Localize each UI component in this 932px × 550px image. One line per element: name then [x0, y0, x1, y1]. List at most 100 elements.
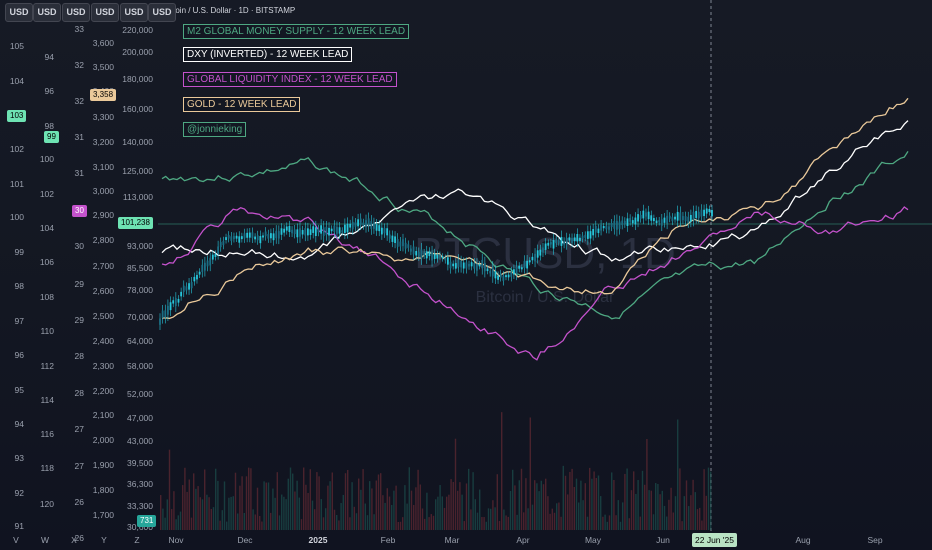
legend-author: @jonnieking	[183, 122, 247, 137]
btc-candle	[526, 260, 529, 269]
volume-bar	[300, 519, 303, 530]
currency-button-3[interactable]: USD	[91, 3, 119, 22]
price-badge: 101,238	[118, 217, 153, 229]
volume-bar	[340, 503, 342, 530]
volume-bar	[397, 521, 399, 530]
volume-bar	[285, 499, 287, 530]
volume-bar	[331, 472, 333, 530]
volume-bar	[639, 516, 641, 530]
btc-candle	[671, 217, 674, 222]
volume-bar	[307, 492, 309, 530]
col3-tick-7: 2,900	[93, 210, 115, 220]
volume-bar	[536, 483, 538, 530]
volume-bar	[366, 515, 369, 530]
volume-bar	[690, 495, 692, 530]
col1-tick-0: 105	[10, 41, 24, 51]
volume-bar	[355, 513, 358, 530]
volume-bar	[509, 490, 512, 530]
volume-bar	[661, 490, 663, 530]
volume-bar	[217, 480, 219, 530]
currency-button-1[interactable]: USD	[33, 3, 61, 22]
btc-candle	[555, 239, 558, 244]
btc-candle	[425, 251, 428, 259]
col2-tick-7: 108	[40, 292, 54, 302]
volume-bar	[520, 468, 523, 530]
col4-tick-6: 30	[75, 241, 85, 251]
btc-candle	[642, 210, 645, 219]
price-tick-20: 30,600	[127, 522, 153, 532]
btc-candle	[497, 275, 499, 280]
btc-candle	[259, 236, 262, 244]
volume-bar	[263, 481, 265, 530]
col4-tick-12: 27	[75, 461, 85, 471]
col1-tick-3: 102	[10, 144, 24, 154]
btc-candle	[180, 291, 183, 297]
btc-candle	[402, 239, 404, 247]
volume-bar	[259, 516, 261, 530]
volume-bar	[670, 487, 672, 530]
price-tick-8: 93,000	[127, 241, 153, 251]
btc-candle	[201, 264, 204, 272]
btc-candle	[394, 236, 396, 243]
col1-tick-4: 101	[10, 179, 24, 189]
btc-candle	[626, 218, 629, 227]
btc-candle	[270, 233, 272, 239]
btc-candle	[410, 248, 412, 252]
volume-bar	[672, 512, 674, 530]
btc-candle	[203, 262, 206, 271]
volume-bar	[239, 485, 241, 530]
currency-button-4[interactable]: USD	[120, 3, 148, 22]
btc-candle	[256, 235, 259, 241]
volume-bar	[542, 484, 545, 530]
volume-bar	[443, 507, 446, 530]
volume-bar	[692, 479, 694, 530]
volume-bar	[703, 469, 705, 530]
col3-tick-10: 2,600	[93, 286, 115, 296]
btc-candle	[639, 214, 642, 219]
btc-candle	[296, 229, 299, 238]
price-tick-5: 125,000	[122, 166, 153, 176]
btc-candle	[581, 235, 584, 239]
btc-candle	[476, 263, 478, 271]
btc-candle	[531, 256, 534, 261]
btc-candle	[483, 262, 486, 272]
btc-candle	[618, 221, 621, 229]
volume-bar	[608, 515, 611, 530]
volume-bar	[184, 467, 186, 530]
volume-bar	[501, 412, 503, 530]
price-tick-0: 220,000	[122, 25, 153, 35]
col3-tick-17: 1,900	[93, 460, 115, 470]
btc-candle	[652, 218, 655, 222]
col2-tick-13: 120	[40, 499, 54, 509]
volume-bar	[364, 503, 366, 530]
btc-candle	[663, 217, 666, 223]
price-tick-2: 180,000	[122, 74, 153, 84]
col4-tick-9: 28	[75, 351, 85, 361]
currency-button-5[interactable]: USD	[148, 3, 176, 22]
col4-tick-3: 31	[75, 132, 85, 142]
volume-bar	[650, 490, 652, 530]
volume-bar	[611, 472, 613, 530]
volume-bar	[375, 480, 377, 530]
btc-candle	[605, 225, 608, 230]
volume-bar	[685, 480, 688, 530]
btc-candle	[534, 253, 536, 262]
volume-bar	[204, 469, 206, 530]
btc-candle	[370, 221, 373, 229]
currency-button-2[interactable]: USD	[62, 3, 90, 22]
volume-bar	[419, 484, 421, 530]
btc-candle	[499, 273, 502, 278]
bottom-letter-2: X	[71, 535, 77, 545]
btc-candle	[246, 232, 249, 238]
volume-bar	[496, 474, 498, 530]
currency-button-0[interactable]: USD	[5, 3, 33, 22]
btc-candle	[182, 285, 185, 292]
volume-bar	[210, 508, 212, 530]
volume-bar	[558, 502, 560, 530]
btc-candle	[206, 260, 209, 267]
volume-bar	[637, 480, 639, 530]
btc-candle	[230, 236, 233, 241]
btc-candle	[523, 260, 526, 268]
btc-candle	[359, 218, 362, 225]
